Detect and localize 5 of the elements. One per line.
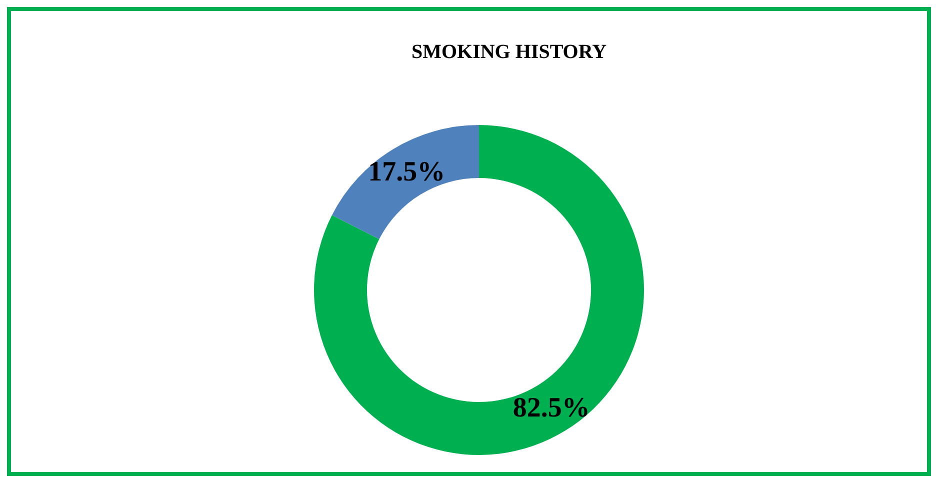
donut-slice <box>314 125 644 455</box>
donut-slice <box>332 125 479 240</box>
data-label: 17.5% <box>368 156 446 188</box>
data-label: 82.5% <box>512 392 590 424</box>
chart-title: SMOKING HISTORY <box>411 41 608 63</box>
